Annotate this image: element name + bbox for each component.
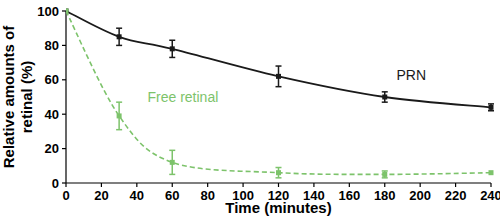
y-tick (62, 114, 66, 115)
series-line (66, 11, 491, 107)
y-tick (62, 148, 66, 149)
error-bar (169, 40, 175, 57)
error-bar-cap (116, 27, 122, 29)
error-bar-cap (276, 167, 282, 169)
error-bar (116, 102, 122, 130)
x-tick (242, 183, 243, 187)
x-tick-label: 240 (480, 188, 500, 203)
y-axis (65, 11, 66, 183)
series-label: PRN (397, 67, 427, 83)
error-bar (276, 66, 282, 87)
error-bar-cap (276, 177, 282, 179)
series-line (66, 11, 491, 174)
error-bar-cap (276, 86, 282, 88)
y-tick-label: 60 (45, 72, 59, 87)
x-tick-label: 160 (338, 188, 360, 203)
x-tick-label: 200 (409, 188, 431, 203)
x-tick-label: 0 (62, 188, 69, 203)
data-point (117, 113, 122, 118)
x-axis-label: Time (minutes) (225, 199, 331, 216)
error-bar-cap (116, 129, 122, 131)
y-tick-label: 20 (45, 141, 59, 156)
x-tick (278, 183, 279, 187)
data-point (382, 95, 387, 100)
error-bar (276, 168, 282, 178)
error-bar (116, 28, 122, 45)
x-tick-label: 60 (165, 188, 179, 203)
x-tick (313, 183, 314, 187)
data-point (489, 170, 494, 175)
error-bar (169, 150, 175, 174)
x-tick (65, 183, 66, 187)
x-tick-label: 180 (374, 188, 396, 203)
y-tick-label: 0 (52, 176, 59, 191)
data-point (170, 46, 175, 51)
x-tick (172, 183, 173, 187)
data-point (276, 170, 281, 175)
error-bar-cap (116, 45, 122, 47)
data-point (276, 74, 281, 79)
y-tick-label: 80 (45, 38, 59, 53)
x-tick-label: 80 (200, 188, 214, 203)
error-bar-cap (382, 101, 388, 103)
error-bar-cap (169, 57, 175, 59)
error-bar (382, 171, 388, 178)
y-tick-label: 40 (45, 107, 59, 122)
data-point (66, 9, 69, 14)
x-tick (420, 183, 421, 187)
error-bar (488, 104, 494, 111)
error-bar-cap (169, 150, 175, 152)
error-bar-cap (488, 103, 494, 105)
x-tick (490, 183, 491, 187)
y-tick (62, 45, 66, 46)
error-bar-cap (488, 110, 494, 112)
x-tick (455, 183, 456, 187)
x-tick-label: 40 (130, 188, 144, 203)
error-bar-cap (382, 170, 388, 172)
series-label: Free retinal (147, 89, 218, 105)
x-tick (101, 183, 102, 187)
x-tick (349, 183, 350, 187)
error-bar-cap (116, 101, 122, 103)
data-point (382, 172, 387, 177)
error-bar-cap (382, 177, 388, 179)
error-bar-cap (169, 174, 175, 176)
data-point (117, 34, 122, 39)
y-tick (62, 79, 66, 80)
data-point (66, 9, 69, 14)
y-axis-label: Relative amounts ofretinal (%) (0, 25, 35, 169)
y-tick (62, 10, 66, 11)
error-bar-cap (169, 39, 175, 41)
x-tick-label: 20 (94, 188, 108, 203)
plot-area (66, 9, 494, 178)
y-tick-label: 100 (37, 4, 59, 19)
x-tick (136, 183, 137, 187)
x-tick (207, 183, 208, 187)
chart: 0204060801000204060801001201401601802002… (0, 0, 500, 218)
x-tick (384, 183, 385, 187)
data-point (489, 105, 494, 110)
error-bar-cap (382, 91, 388, 93)
error-bar-cap (276, 65, 282, 67)
error-bar (382, 92, 388, 102)
x-tick-label: 220 (445, 188, 467, 203)
data-point (170, 160, 175, 165)
